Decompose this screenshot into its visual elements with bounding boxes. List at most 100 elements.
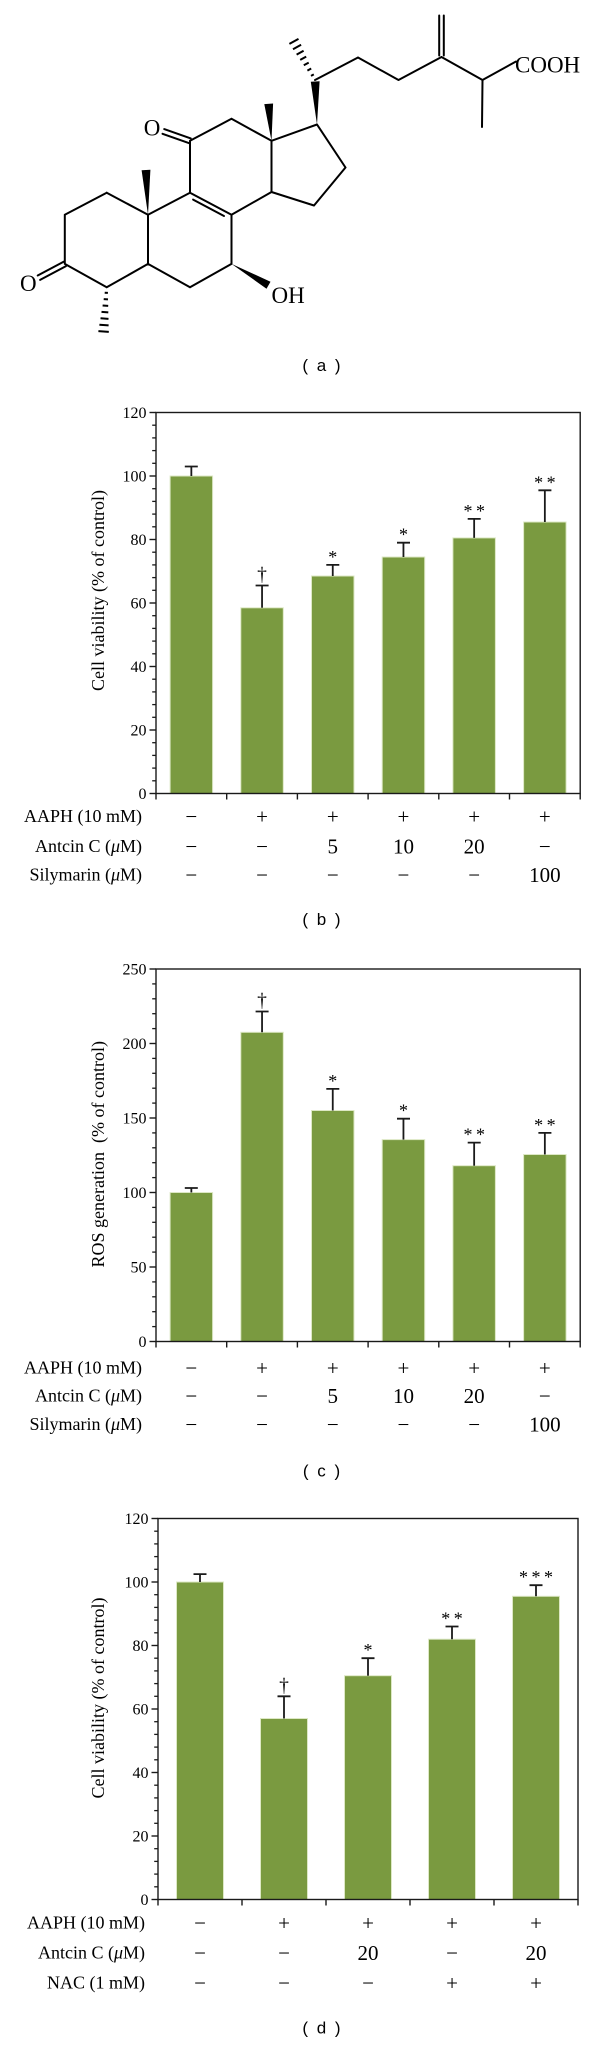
treatment-value: + bbox=[327, 1356, 339, 1380]
panel-caption: ( d ) bbox=[302, 2019, 342, 2038]
treatment-value: 100 bbox=[529, 863, 561, 887]
treatment-value: + bbox=[256, 1356, 268, 1380]
bar bbox=[240, 1031, 284, 1343]
error-bar bbox=[467, 1141, 481, 1166]
treatment-value: + bbox=[256, 805, 268, 829]
treatment-value: − bbox=[539, 835, 551, 859]
treatment-value: + bbox=[468, 1356, 480, 1380]
treatment-value: − bbox=[256, 835, 268, 859]
significance-label: † bbox=[257, 991, 267, 1012]
treatment-value: 5 bbox=[328, 1384, 339, 1408]
treatment-value: − bbox=[398, 1413, 410, 1437]
treatment-row-label: AAPH (10 mM) bbox=[24, 806, 142, 827]
treatment-row-label: Antcin C (μM) bbox=[35, 1386, 142, 1407]
treatment-value: − bbox=[362, 1971, 374, 1995]
bar bbox=[311, 1110, 355, 1342]
error-bar bbox=[277, 1695, 291, 1719]
chemical-structure-panel: O O OH COOH ( a ) bbox=[20, 14, 580, 375]
treatment-value: − bbox=[278, 1971, 290, 1995]
treatment-value: + bbox=[398, 805, 410, 829]
treatment-value: − bbox=[327, 863, 339, 887]
treatment-row-label: AAPH (10 mM) bbox=[24, 1358, 142, 1379]
treatment-value: − bbox=[468, 1413, 480, 1437]
y-tick-label: 20 bbox=[131, 723, 147, 740]
treatment-value: − bbox=[398, 863, 410, 887]
treatment-value: − bbox=[185, 1356, 197, 1380]
y-tick-label: 200 bbox=[123, 1036, 147, 1053]
treatment-value: + bbox=[468, 805, 480, 829]
treatment-row-label: Antcin C (μM) bbox=[38, 1943, 145, 1964]
panel-caption: ( c ) bbox=[303, 1462, 342, 1481]
error-bar bbox=[397, 1117, 410, 1140]
wedge-c7-oh bbox=[231, 263, 271, 289]
y-tick-label: 0 bbox=[139, 786, 147, 803]
molecule-skeleton bbox=[36, 14, 517, 333]
ketone-double-bond-c3 bbox=[36, 260, 67, 281]
significance-label: ** bbox=[441, 1609, 466, 1629]
treatment-value: − bbox=[185, 1413, 197, 1437]
treatment-value: 20 bbox=[526, 1941, 547, 1965]
atom-label-o-c11: O bbox=[144, 116, 161, 141]
bar bbox=[260, 1718, 308, 1900]
error-bar bbox=[397, 541, 410, 557]
treatment-value: − bbox=[256, 1384, 268, 1408]
atom-label-o-ring-a: O bbox=[20, 271, 37, 296]
y-tick-label: 120 bbox=[123, 405, 147, 422]
y-tick-label: 80 bbox=[131, 532, 147, 549]
significance-label: ** bbox=[463, 501, 488, 521]
error-bar bbox=[445, 1625, 459, 1640]
y-tick-label: 60 bbox=[131, 596, 147, 613]
ring-double-bond-c8-c9 bbox=[192, 198, 225, 217]
bar bbox=[452, 537, 496, 795]
y-tick-label: 150 bbox=[123, 1111, 147, 1128]
treatment-value: 20 bbox=[464, 835, 485, 859]
panel-a-caption: ( a ) bbox=[302, 356, 342, 375]
y-axis-title: ROS generation (% of control) bbox=[88, 1041, 109, 1267]
treatment-value: 20 bbox=[464, 1384, 485, 1408]
treatment-value: − bbox=[185, 863, 197, 887]
atom-label-cooh: COOH bbox=[515, 53, 580, 78]
bar bbox=[452, 1165, 496, 1342]
plot-frame bbox=[155, 411, 581, 795]
ketone-double-bond-c11 bbox=[161, 128, 192, 145]
y-tick-label: 0 bbox=[139, 1334, 147, 1351]
y-tick-label: 120 bbox=[125, 1511, 149, 1528]
significance-label: *** bbox=[519, 1567, 557, 1587]
plot-frame bbox=[155, 968, 581, 1343]
treatment-value: + bbox=[539, 805, 551, 829]
error-bar bbox=[361, 1657, 375, 1676]
error-bar bbox=[326, 564, 340, 576]
y-tick-label: 100 bbox=[125, 1575, 149, 1592]
y-tick-label: 60 bbox=[133, 1702, 149, 1719]
error-bar bbox=[193, 1573, 207, 1582]
treatment-row-label: Antcin C (μM) bbox=[35, 836, 142, 857]
treatment-value: − bbox=[256, 1413, 268, 1437]
wedge-c17-c20 bbox=[310, 81, 320, 125]
y-tick-label: 40 bbox=[131, 659, 147, 676]
significance-label: ** bbox=[534, 472, 559, 492]
significance-label: ** bbox=[534, 1115, 559, 1135]
significance-label: * bbox=[399, 1101, 412, 1121]
bar bbox=[523, 1154, 567, 1342]
treatment-value: 10 bbox=[393, 1384, 414, 1408]
treatment-value: − bbox=[278, 1941, 290, 1965]
wedge-methyl-c13 bbox=[264, 103, 274, 141]
atom-label-oh: OH bbox=[272, 283, 305, 308]
bar bbox=[428, 1638, 476, 1900]
treatment-value: + bbox=[539, 1356, 551, 1380]
treatment-value: − bbox=[185, 805, 197, 829]
y-tick-label: 100 bbox=[123, 1185, 147, 1202]
treatment-value: + bbox=[398, 1356, 410, 1380]
treatment-value: + bbox=[530, 1911, 542, 1935]
treatment-value: 100 bbox=[529, 1413, 561, 1437]
treatment-value: − bbox=[539, 1384, 551, 1408]
treatment-value: − bbox=[194, 1971, 206, 1995]
bar bbox=[512, 1595, 560, 1901]
error-bar bbox=[529, 1584, 543, 1597]
treatment-value: − bbox=[446, 1941, 458, 1965]
treatment-row-label: Silymarin (μM) bbox=[29, 1414, 142, 1435]
significance-label: † bbox=[257, 565, 267, 586]
treatment-row-label: AAPH (10 mM) bbox=[27, 1913, 145, 1934]
y-tick-label: 0 bbox=[141, 1892, 149, 1909]
treatment-value: − bbox=[468, 863, 480, 887]
